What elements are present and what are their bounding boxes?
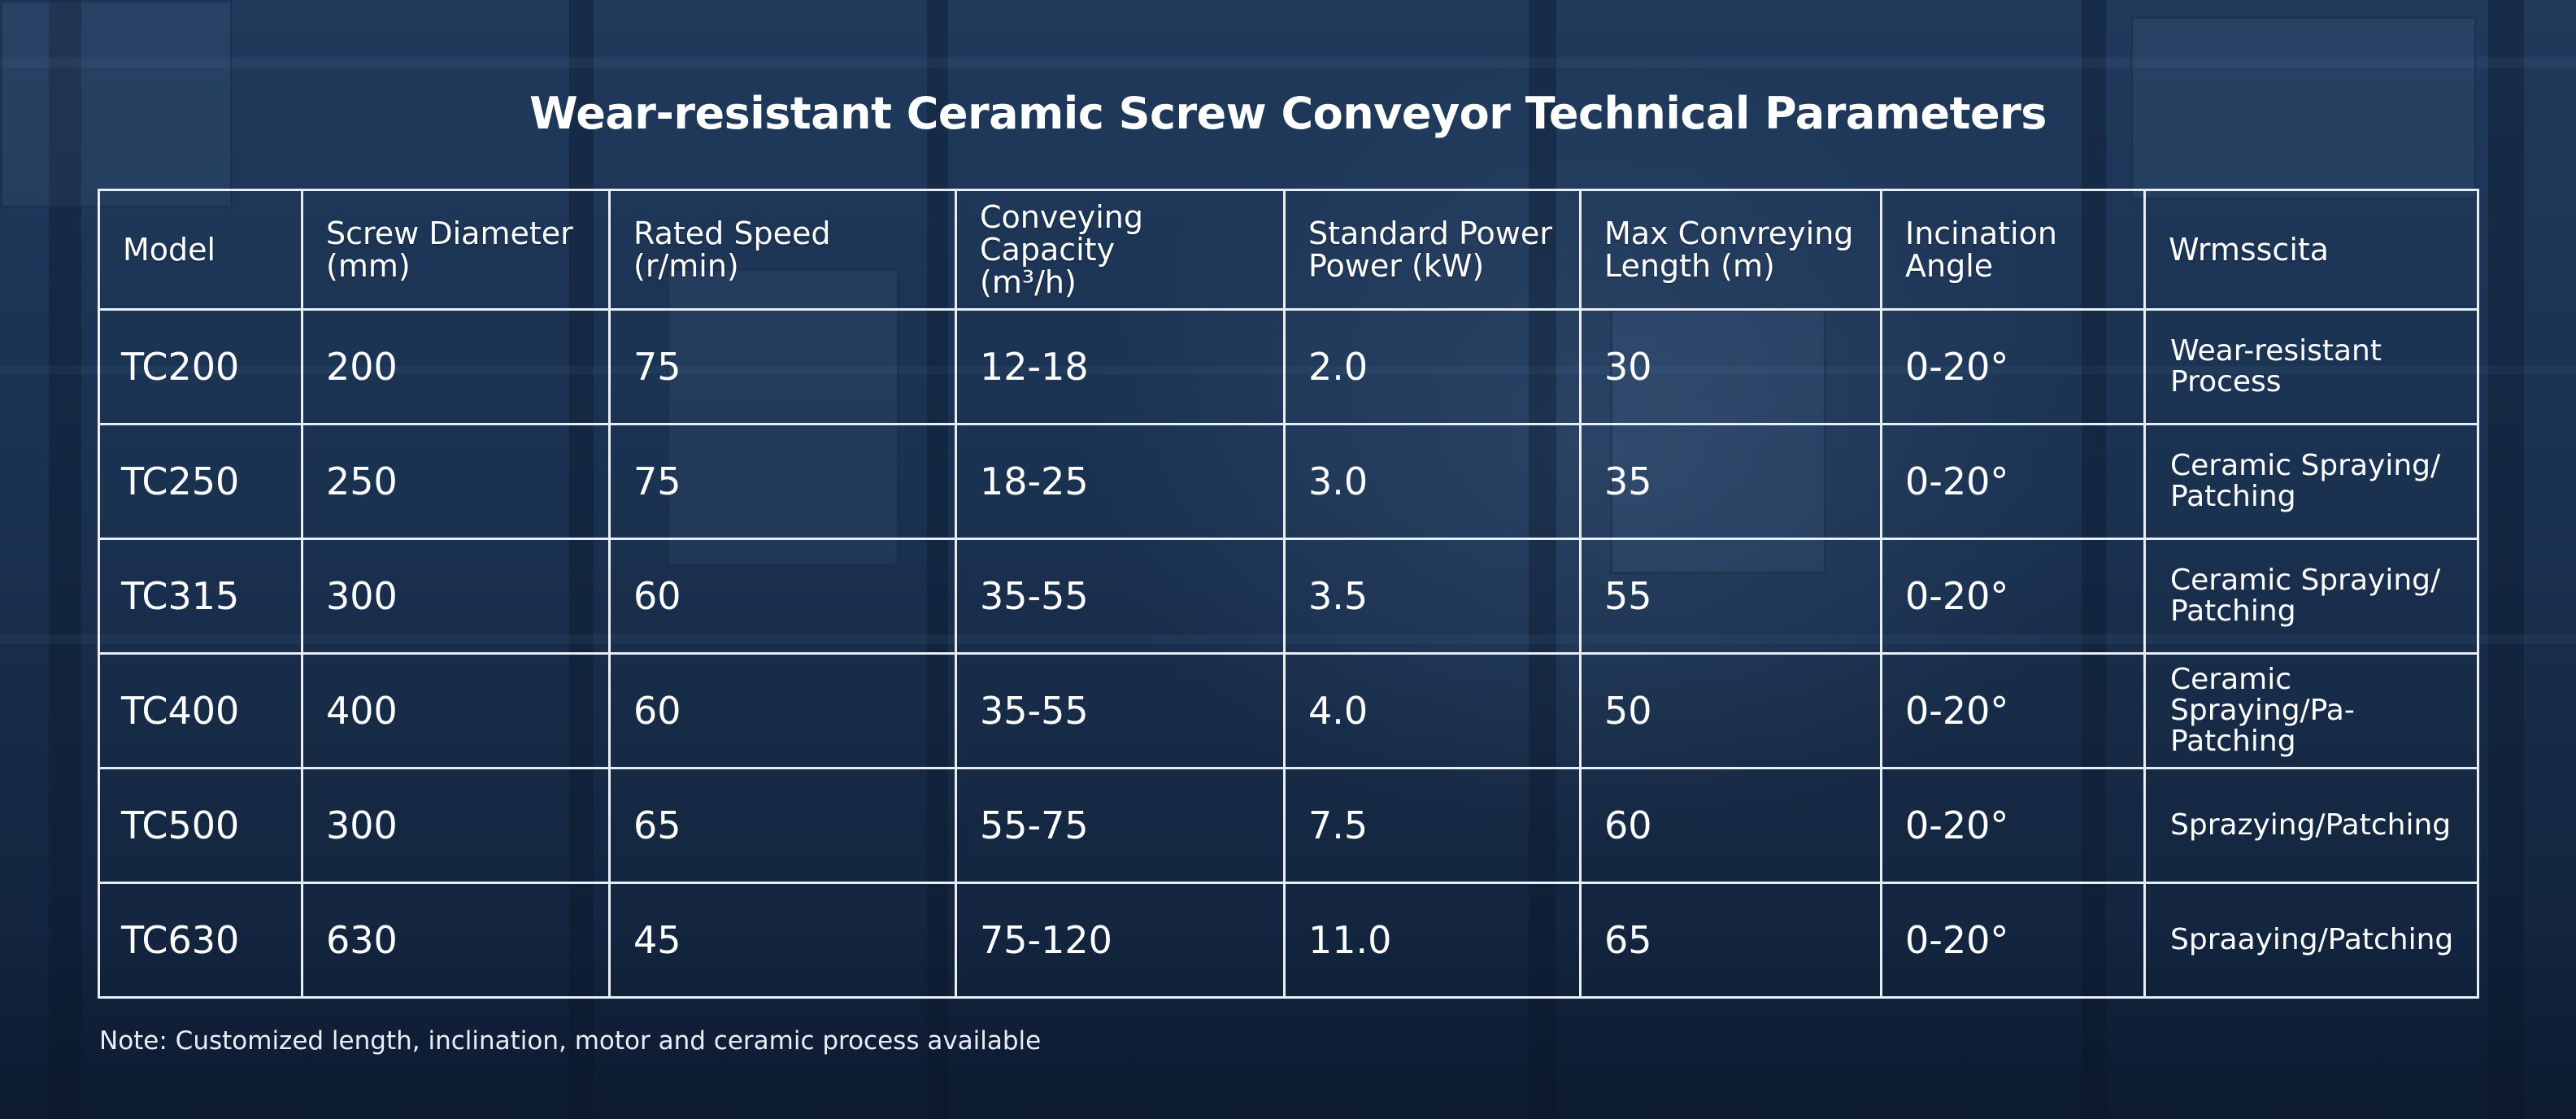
cell-diameter: 400 (301, 652, 611, 769)
cell-length: 50 (1579, 652, 1882, 769)
cell-model: TC630 (98, 882, 303, 999)
footnote: Note: Customized length, inclination, mo… (99, 1026, 1042, 1056)
cell-power: 11.0 (1283, 882, 1582, 999)
cell-capacity: 12-18 (955, 308, 1286, 425)
cell-model: TC500 (98, 767, 303, 884)
cell-power: 3.0 (1283, 423, 1582, 540)
table-row: TC400 400 60 35-55 4.0 50 0-20° Ceramic … (98, 652, 2479, 769)
cell-power: 7.5 (1283, 767, 1582, 884)
cell-power: 4.0 (1283, 652, 1582, 769)
cell-diameter: 630 (301, 882, 611, 999)
cell-angle: 0-20° (1880, 767, 2146, 884)
cell-length: 60 (1579, 767, 1882, 884)
cell-capacity: 55-75 (955, 767, 1286, 884)
cell-length: 30 (1579, 308, 1882, 425)
cell-angle: 0-20° (1880, 423, 2146, 540)
cell-process: Ceramic Spraying/Patching (2143, 538, 2479, 655)
cell-power: 2.0 (1283, 308, 1582, 425)
cell-capacity: 75-120 (955, 882, 1286, 999)
cell-speed: 60 (608, 538, 957, 655)
header-screw-diameter: Screw Diameter (mm) (301, 189, 611, 311)
cell-speed: 45 (608, 882, 957, 999)
table-header-row: Model Screw Diameter (mm) Rated Speed (r/m… (98, 189, 2479, 311)
header-model: Model (98, 189, 303, 311)
cell-length: 55 (1579, 538, 1882, 655)
cell-speed: 60 (608, 652, 957, 769)
cell-diameter: 200 (301, 308, 611, 425)
header-max-conveying-length: Max Convreying Length (m) (1579, 189, 1882, 311)
header-inclination-angle: Incination Angle (1880, 189, 2146, 311)
table-row: TC500 300 65 55-75 7.5 60 0-20° Sprazyin… (98, 767, 2479, 884)
page-title: Wear-resistant Ceramic Screw Conveyor Te… (529, 88, 2047, 139)
cell-process: Ceramic Spraying/Pa- Patching (2143, 652, 2479, 769)
cell-capacity: 18-25 (955, 423, 1286, 540)
cell-model: TC200 (98, 308, 303, 425)
cell-length: 35 (1579, 423, 1882, 540)
cell-capacity: 35-55 (955, 652, 1286, 769)
technical-parameters-table: Model Screw Diameter (mm) Rated Speed (r/m… (98, 189, 2479, 999)
cell-model: TC315 (98, 538, 303, 655)
cell-model: TC250 (98, 423, 303, 540)
cell-diameter: 250 (301, 423, 611, 540)
cell-process: Sprazying/Patching (2143, 767, 2479, 884)
cell-angle: 0-20° (1880, 882, 2146, 999)
cell-diameter: 300 (301, 767, 611, 884)
cell-process: Ceramic Spraying/Patching (2143, 423, 2479, 540)
cell-angle: 0-20° (1880, 538, 2146, 655)
cell-length: 65 (1579, 882, 1882, 999)
cell-angle: 0-20° (1880, 308, 2146, 425)
cell-power: 3.5 (1283, 538, 1582, 655)
table-row: TC200 200 75 12-18 2.0 30 0-20° Wear-res… (98, 308, 2479, 425)
cell-capacity: 35-55 (955, 538, 1286, 655)
cell-speed: 75 (608, 423, 957, 540)
cell-process: Spraaying/Patching (2143, 882, 2479, 999)
cell-process: Wear-resistant Process (2143, 308, 2479, 425)
cell-model: TC400 (98, 652, 303, 769)
header-standard-power: Standard Power Power (kW) (1283, 189, 1582, 311)
header-rated-speed: Rated Speed (r/min) (608, 189, 957, 311)
cell-speed: 65 (608, 767, 957, 884)
table-row: TC315 300 60 35-55 3.5 55 0-20° Ceramic … (98, 538, 2479, 655)
header-process: Wrmsscita (2143, 189, 2479, 311)
cell-diameter: 300 (301, 538, 611, 655)
table-row: TC630 630 45 75-120 11.0 65 0-20° Spraay… (98, 882, 2479, 999)
cell-speed: 75 (608, 308, 957, 425)
table-row: TC250 250 75 18-25 3.0 35 0-20° Ceramic … (98, 423, 2479, 540)
header-conveying-capacity: Conveying Capacity (m³/h) (955, 189, 1286, 311)
cell-angle: 0-20° (1880, 652, 2146, 769)
